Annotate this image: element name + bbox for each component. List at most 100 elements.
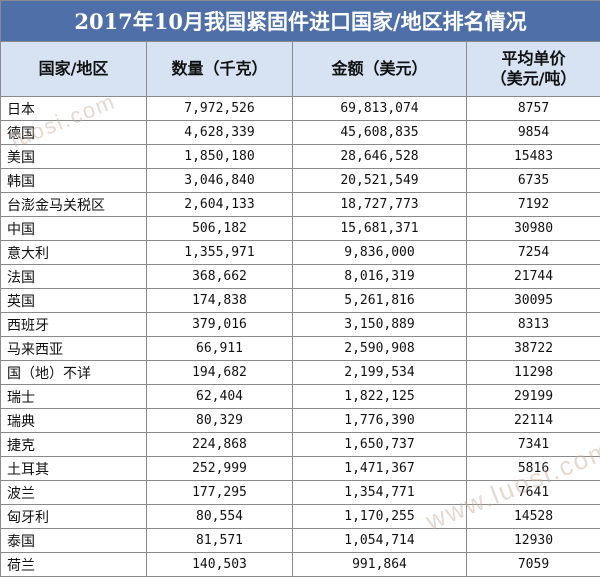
header-amount: 金额（美元） xyxy=(292,41,467,97)
cell-price: 22114 xyxy=(465,408,600,433)
cell-country: 德国 xyxy=(0,120,147,145)
cell-amount: 8,016,319 xyxy=(292,264,467,289)
title-row: 2017年10月我国紧固件进口国家/地区排名情况 xyxy=(0,0,600,42)
cell-quantity: 174,838 xyxy=(146,288,293,313)
header-row: 国家/地区 数量（千克） 金额（美元） 平均单价 （美元/吨） xyxy=(0,41,600,97)
cell-country: 匈牙利 xyxy=(0,504,147,529)
cell-quantity: 224,868 xyxy=(146,432,293,457)
cell-price: 7192 xyxy=(465,192,600,217)
cell-amount: 1,650,737 xyxy=(292,432,467,457)
cell-price: 11298 xyxy=(465,360,600,385)
table-row: 土耳其 252,999 1,471,367 5816 xyxy=(0,456,600,481)
cell-price: 5816 xyxy=(465,456,600,481)
cell-quantity: 3,046,840 xyxy=(146,168,293,193)
cell-country: 瑞士 xyxy=(0,384,147,409)
table-row: 瑞典 80,329 1,776,390 22114 xyxy=(0,408,600,433)
header-quantity: 数量（千克） xyxy=(146,41,293,97)
cell-quantity: 7,972,526 xyxy=(146,96,293,121)
cell-country: 美国 xyxy=(0,144,147,169)
cell-country: 马来西亚 xyxy=(0,336,147,361)
table-row: 美国 1,850,180 28,646,528 15483 xyxy=(0,144,600,169)
cell-amount: 28,646,528 xyxy=(292,144,467,169)
cell-amount: 5,261,816 xyxy=(292,288,467,313)
cell-price: 12930 xyxy=(465,528,600,553)
cell-country: 中国 xyxy=(0,216,147,241)
table-row: 德国 4,628,339 45,608,835 9854 xyxy=(0,120,600,145)
table-row: 韩国 3,046,840 20,521,549 6735 xyxy=(0,168,600,193)
cell-amount: 9,836,000 xyxy=(292,240,467,265)
cell-quantity: 4,628,339 xyxy=(146,120,293,145)
cell-price: 14528 xyxy=(465,504,600,529)
cell-amount: 3,150,889 xyxy=(292,312,467,337)
table-row: 台澎金马关税区 2,604,133 18,727,773 7192 xyxy=(0,192,600,217)
cell-quantity: 81,571 xyxy=(146,528,293,553)
cell-amount: 2,590,908 xyxy=(292,336,467,361)
table-title: 2017年10月我国紧固件进口国家/地区排名情况 xyxy=(0,0,600,42)
cell-amount: 18,727,773 xyxy=(292,192,467,217)
cell-price: 21744 xyxy=(465,264,600,289)
cell-country: 韩国 xyxy=(0,168,147,193)
cell-quantity: 506,182 xyxy=(146,216,293,241)
table-row: 瑞士 62,404 1,822,125 29199 xyxy=(0,384,600,409)
cell-country: 台澎金马关税区 xyxy=(0,192,147,217)
cell-amount: 1,822,125 xyxy=(292,384,467,409)
cell-amount: 1,170,255 xyxy=(292,504,467,529)
cell-country: 英国 xyxy=(0,288,147,313)
table-row: 日本 7,972,526 69,813,074 8757 xyxy=(0,96,600,121)
cell-amount: 69,813,074 xyxy=(292,96,467,121)
cell-country: 土耳其 xyxy=(0,456,147,481)
cell-price: 8757 xyxy=(465,96,600,121)
header-price-line2: （美元/吨） xyxy=(490,69,577,88)
cell-amount: 991,864 xyxy=(292,552,467,577)
cell-amount: 2,199,534 xyxy=(292,360,467,385)
table-body: 日本 7,972,526 69,813,074 8757 德国 4,628,339 45,6… xyxy=(0,96,600,577)
cell-country: 意大利 xyxy=(0,240,147,265)
cell-amount: 20,521,549 xyxy=(292,168,467,193)
cell-amount: 15,681,371 xyxy=(292,216,467,241)
header-country: 国家/地区 xyxy=(0,41,147,97)
cell-price: 8313 xyxy=(465,312,600,337)
cell-price: 15483 xyxy=(465,144,600,169)
table-row: 匈牙利 80,554 1,170,255 14528 xyxy=(0,504,600,529)
cell-price: 7341 xyxy=(465,432,600,457)
cell-quantity: 177,295 xyxy=(146,480,293,505)
cell-quantity: 1,355,971 xyxy=(146,240,293,265)
cell-price: 7641 xyxy=(465,480,600,505)
cell-country: 波兰 xyxy=(0,480,147,505)
table-row: 法国 368,662 8,016,319 21744 xyxy=(0,264,600,289)
cell-price: 38722 xyxy=(465,336,600,361)
cell-quantity: 2,604,133 xyxy=(146,192,293,217)
cell-price: 7059 xyxy=(465,552,600,577)
cell-quantity: 140,503 xyxy=(146,552,293,577)
table-row: 国（地）不详 194,682 2,199,534 11298 xyxy=(0,360,600,385)
cell-price: 6735 xyxy=(465,168,600,193)
header-price: 平均单价 （美元/吨） xyxy=(465,41,600,97)
table-row: 泰国 81,571 1,054,714 12930 xyxy=(0,528,600,553)
header-price-line1: 平均单价 xyxy=(501,49,566,68)
table-row: 波兰 177,295 1,354,771 7641 xyxy=(0,480,600,505)
cell-country: 瑞典 xyxy=(0,408,147,433)
cell-quantity: 368,662 xyxy=(146,264,293,289)
table-row: 中国 506,182 15,681,371 30980 xyxy=(0,216,600,241)
cell-quantity: 379,016 xyxy=(146,312,293,337)
cell-country: 日本 xyxy=(0,96,147,121)
cell-price: 7254 xyxy=(465,240,600,265)
cell-country: 法国 xyxy=(0,264,147,289)
table-row: 西班牙 379,016 3,150,889 8313 xyxy=(0,312,600,337)
cell-amount: 1,776,390 xyxy=(292,408,467,433)
cell-country: 国（地）不详 xyxy=(0,360,147,385)
cell-quantity: 80,554 xyxy=(146,504,293,529)
cell-quantity: 1,850,180 xyxy=(146,144,293,169)
cell-amount: 1,354,771 xyxy=(292,480,467,505)
cell-country: 西班牙 xyxy=(0,312,147,337)
cell-country: 荷兰 xyxy=(0,552,147,577)
cell-quantity: 252,999 xyxy=(146,456,293,481)
table-row: 意大利 1,355,971 9,836,000 7254 xyxy=(0,240,600,265)
table-row: 马来西亚 66,911 2,590,908 38722 xyxy=(0,336,600,361)
cell-price: 29199 xyxy=(465,384,600,409)
cell-amount: 45,608,835 xyxy=(292,120,467,145)
cell-country: 捷克 xyxy=(0,432,147,457)
cell-amount: 1,054,714 xyxy=(292,528,467,553)
cell-quantity: 66,911 xyxy=(146,336,293,361)
